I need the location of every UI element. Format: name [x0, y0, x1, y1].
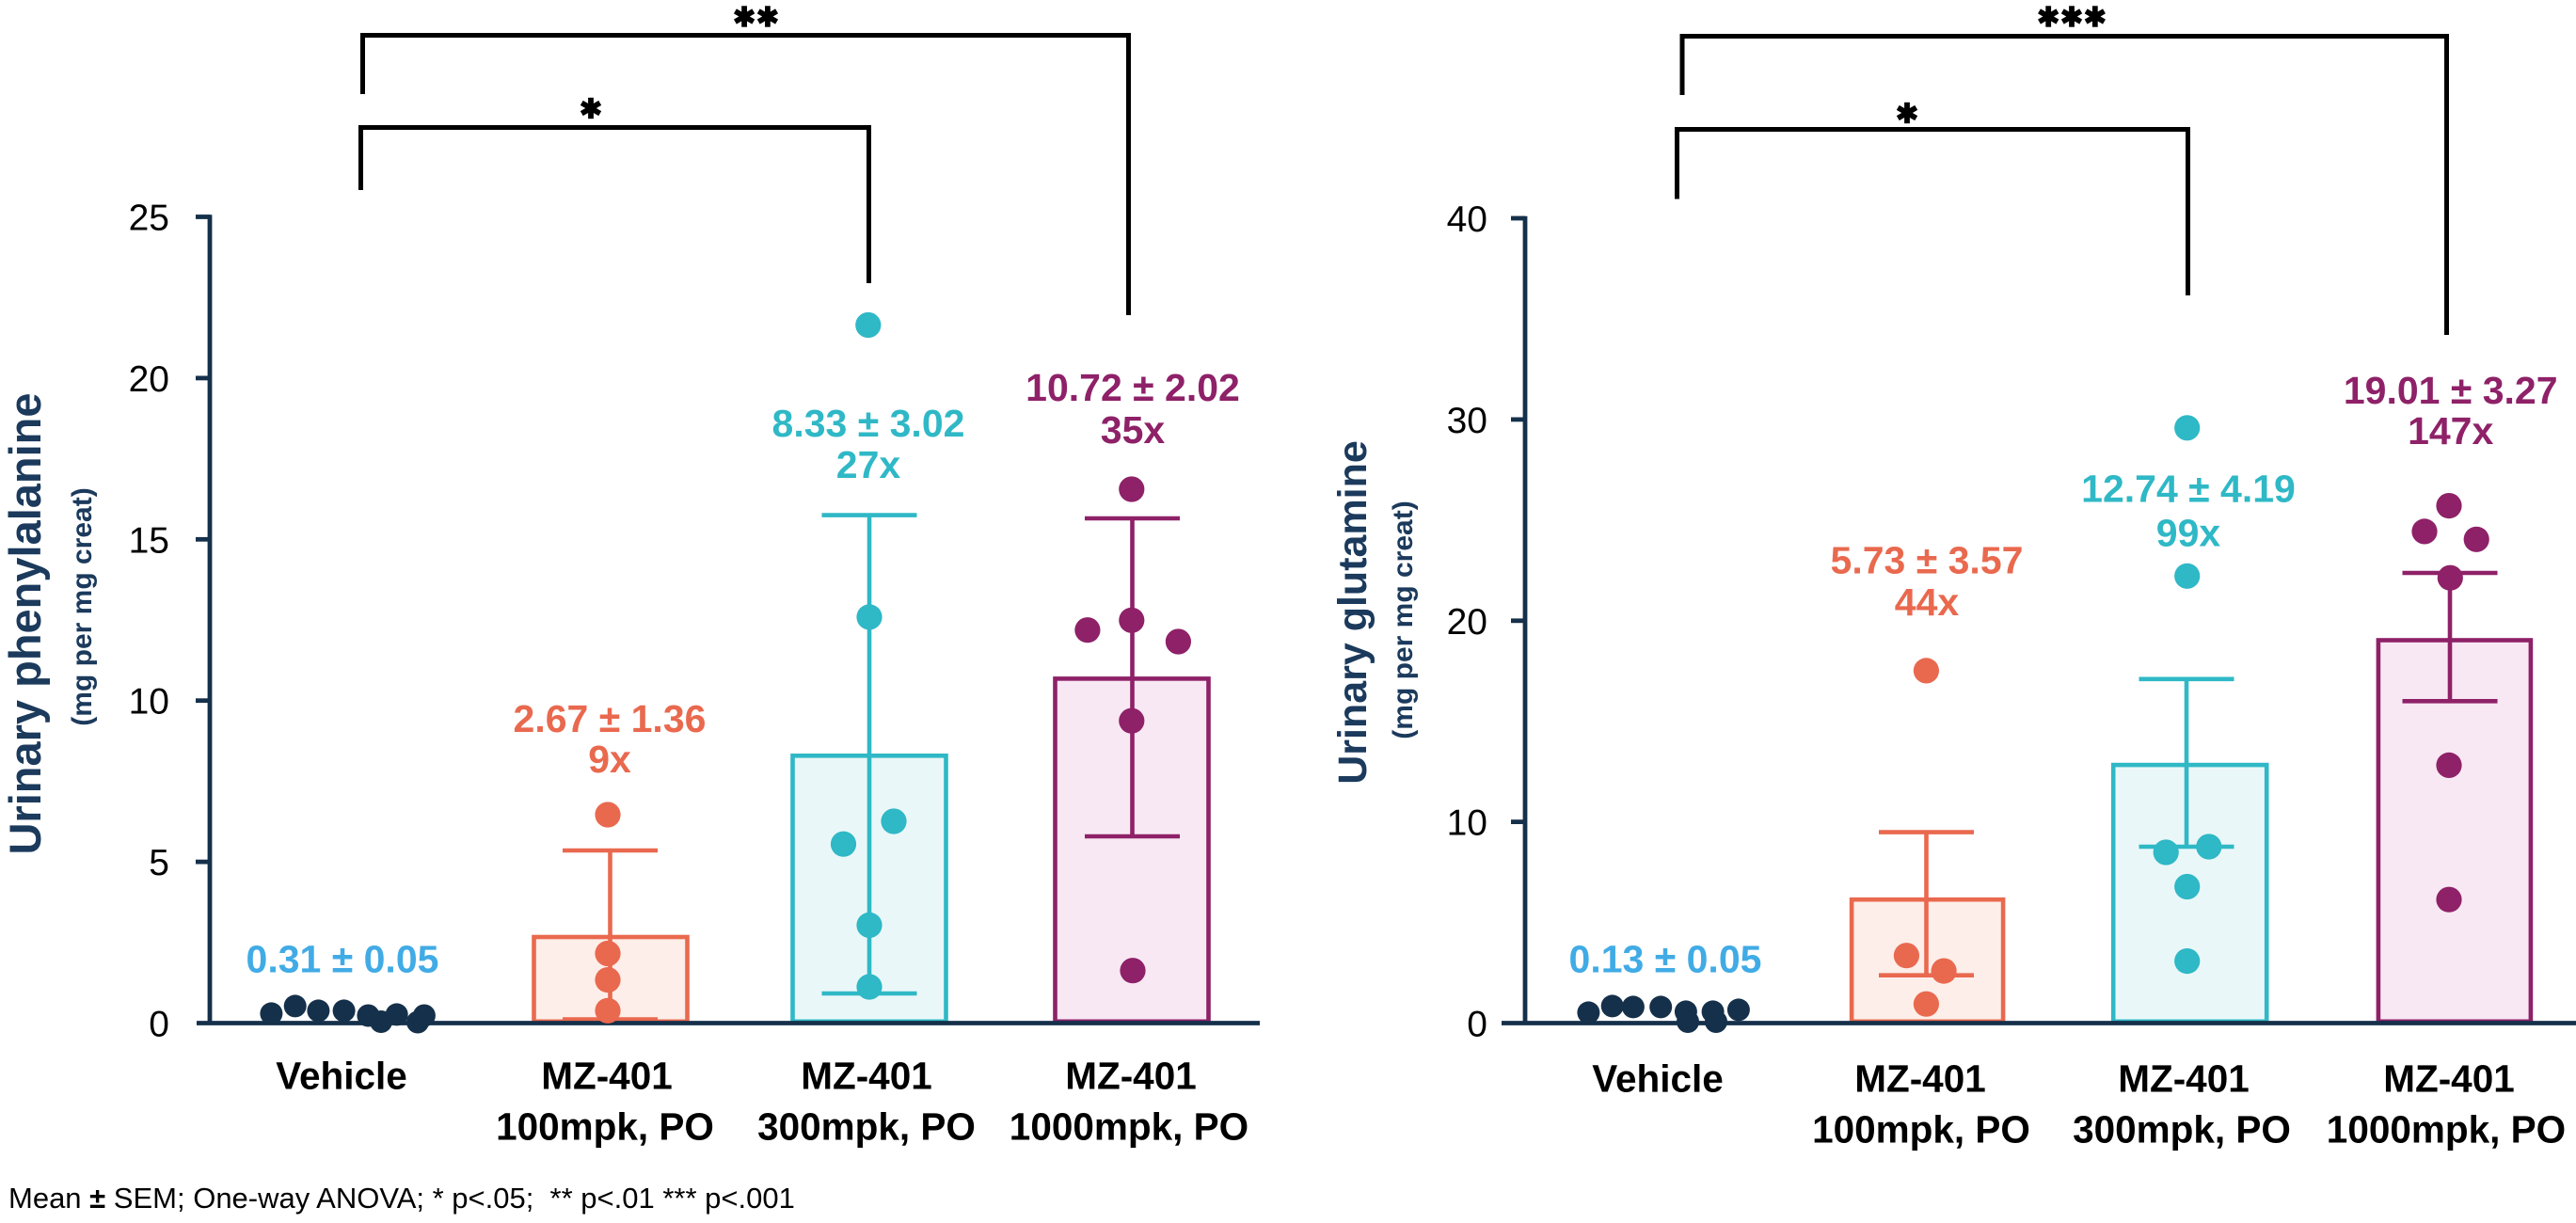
svg-text:27x: 27x — [836, 443, 901, 486]
svg-text:MZ-401: MZ-401 — [2118, 1057, 2250, 1101]
svg-text:Vehicle: Vehicle — [276, 1055, 407, 1098]
svg-text:0: 0 — [1467, 1005, 1487, 1045]
svg-text:0.31 ± 0.05: 0.31 ± 0.05 — [246, 937, 439, 980]
svg-text:MZ-401: MZ-401 — [1065, 1055, 1197, 1098]
svg-text:8.33 ± 3.02: 8.33 ± 3.02 — [772, 402, 965, 445]
svg-text:MZ-401: MZ-401 — [2383, 1057, 2515, 1101]
svg-text:300mpk, PO: 300mpk, PO — [2073, 1108, 2291, 1152]
svg-text:100mpk, PO: 100mpk, PO — [496, 1105, 714, 1149]
svg-text:0.13 ± 0.05: 0.13 ± 0.05 — [1569, 937, 1762, 980]
svg-text:(mg per mg creat): (mg per mg creat) — [67, 487, 98, 725]
svg-text:35x: 35x — [1101, 408, 1166, 452]
svg-text:0: 0 — [149, 1005, 169, 1045]
svg-text:Urinary glutamine: Urinary glutamine — [1330, 440, 1375, 785]
svg-text:MZ-401: MZ-401 — [801, 1055, 932, 1098]
svg-text:44x: 44x — [1895, 580, 1960, 624]
svg-text:Mean ± SEM; One-way ANOVA; * p: Mean ± SEM; One-way ANOVA; * p<.05; ** p… — [8, 1182, 795, 1215]
svg-text:MZ-401: MZ-401 — [541, 1055, 673, 1098]
svg-text:147x: 147x — [2408, 409, 2493, 453]
svg-text:1000mpk, PO: 1000mpk, PO — [2327, 1108, 2566, 1152]
svg-text:1000mpk, PO: 1000mpk, PO — [1010, 1105, 1248, 1149]
svg-text:10.72 ± 2.02: 10.72 ± 2.02 — [1026, 366, 1240, 409]
svg-text:2.67 ± 1.36: 2.67 ± 1.36 — [514, 697, 707, 740]
svg-text:99x: 99x — [2156, 511, 2221, 554]
svg-text:15: 15 — [129, 520, 169, 561]
svg-text:(mg per mg creat): (mg per mg creat) — [1388, 500, 1419, 739]
svg-text:MZ-401: MZ-401 — [1854, 1057, 1986, 1101]
svg-text:19.01 ± 3.27: 19.01 ± 3.27 — [2344, 369, 2558, 412]
svg-text:20: 20 — [1447, 602, 1487, 643]
svg-text:5: 5 — [149, 843, 169, 883]
svg-text:10: 10 — [1447, 803, 1487, 844]
svg-text:9x: 9x — [588, 738, 631, 781]
svg-text:5.73 ± 3.57: 5.73 ± 3.57 — [1831, 538, 2024, 581]
svg-text:25: 25 — [129, 199, 169, 239]
svg-text:10: 10 — [129, 682, 169, 723]
svg-text:40: 40 — [1447, 199, 1487, 240]
svg-text:Urinary phenylalanine: Urinary phenylalanine — [0, 392, 50, 854]
svg-text:100mpk, PO: 100mpk, PO — [1812, 1108, 2030, 1152]
svg-text:30: 30 — [1447, 401, 1487, 441]
svg-text:12.74 ± 4.19: 12.74 ± 4.19 — [2081, 468, 2296, 511]
svg-text:300mpk, PO: 300mpk, PO — [757, 1105, 976, 1149]
svg-text:20: 20 — [129, 359, 169, 400]
svg-text:Vehicle: Vehicle — [1592, 1057, 1724, 1101]
